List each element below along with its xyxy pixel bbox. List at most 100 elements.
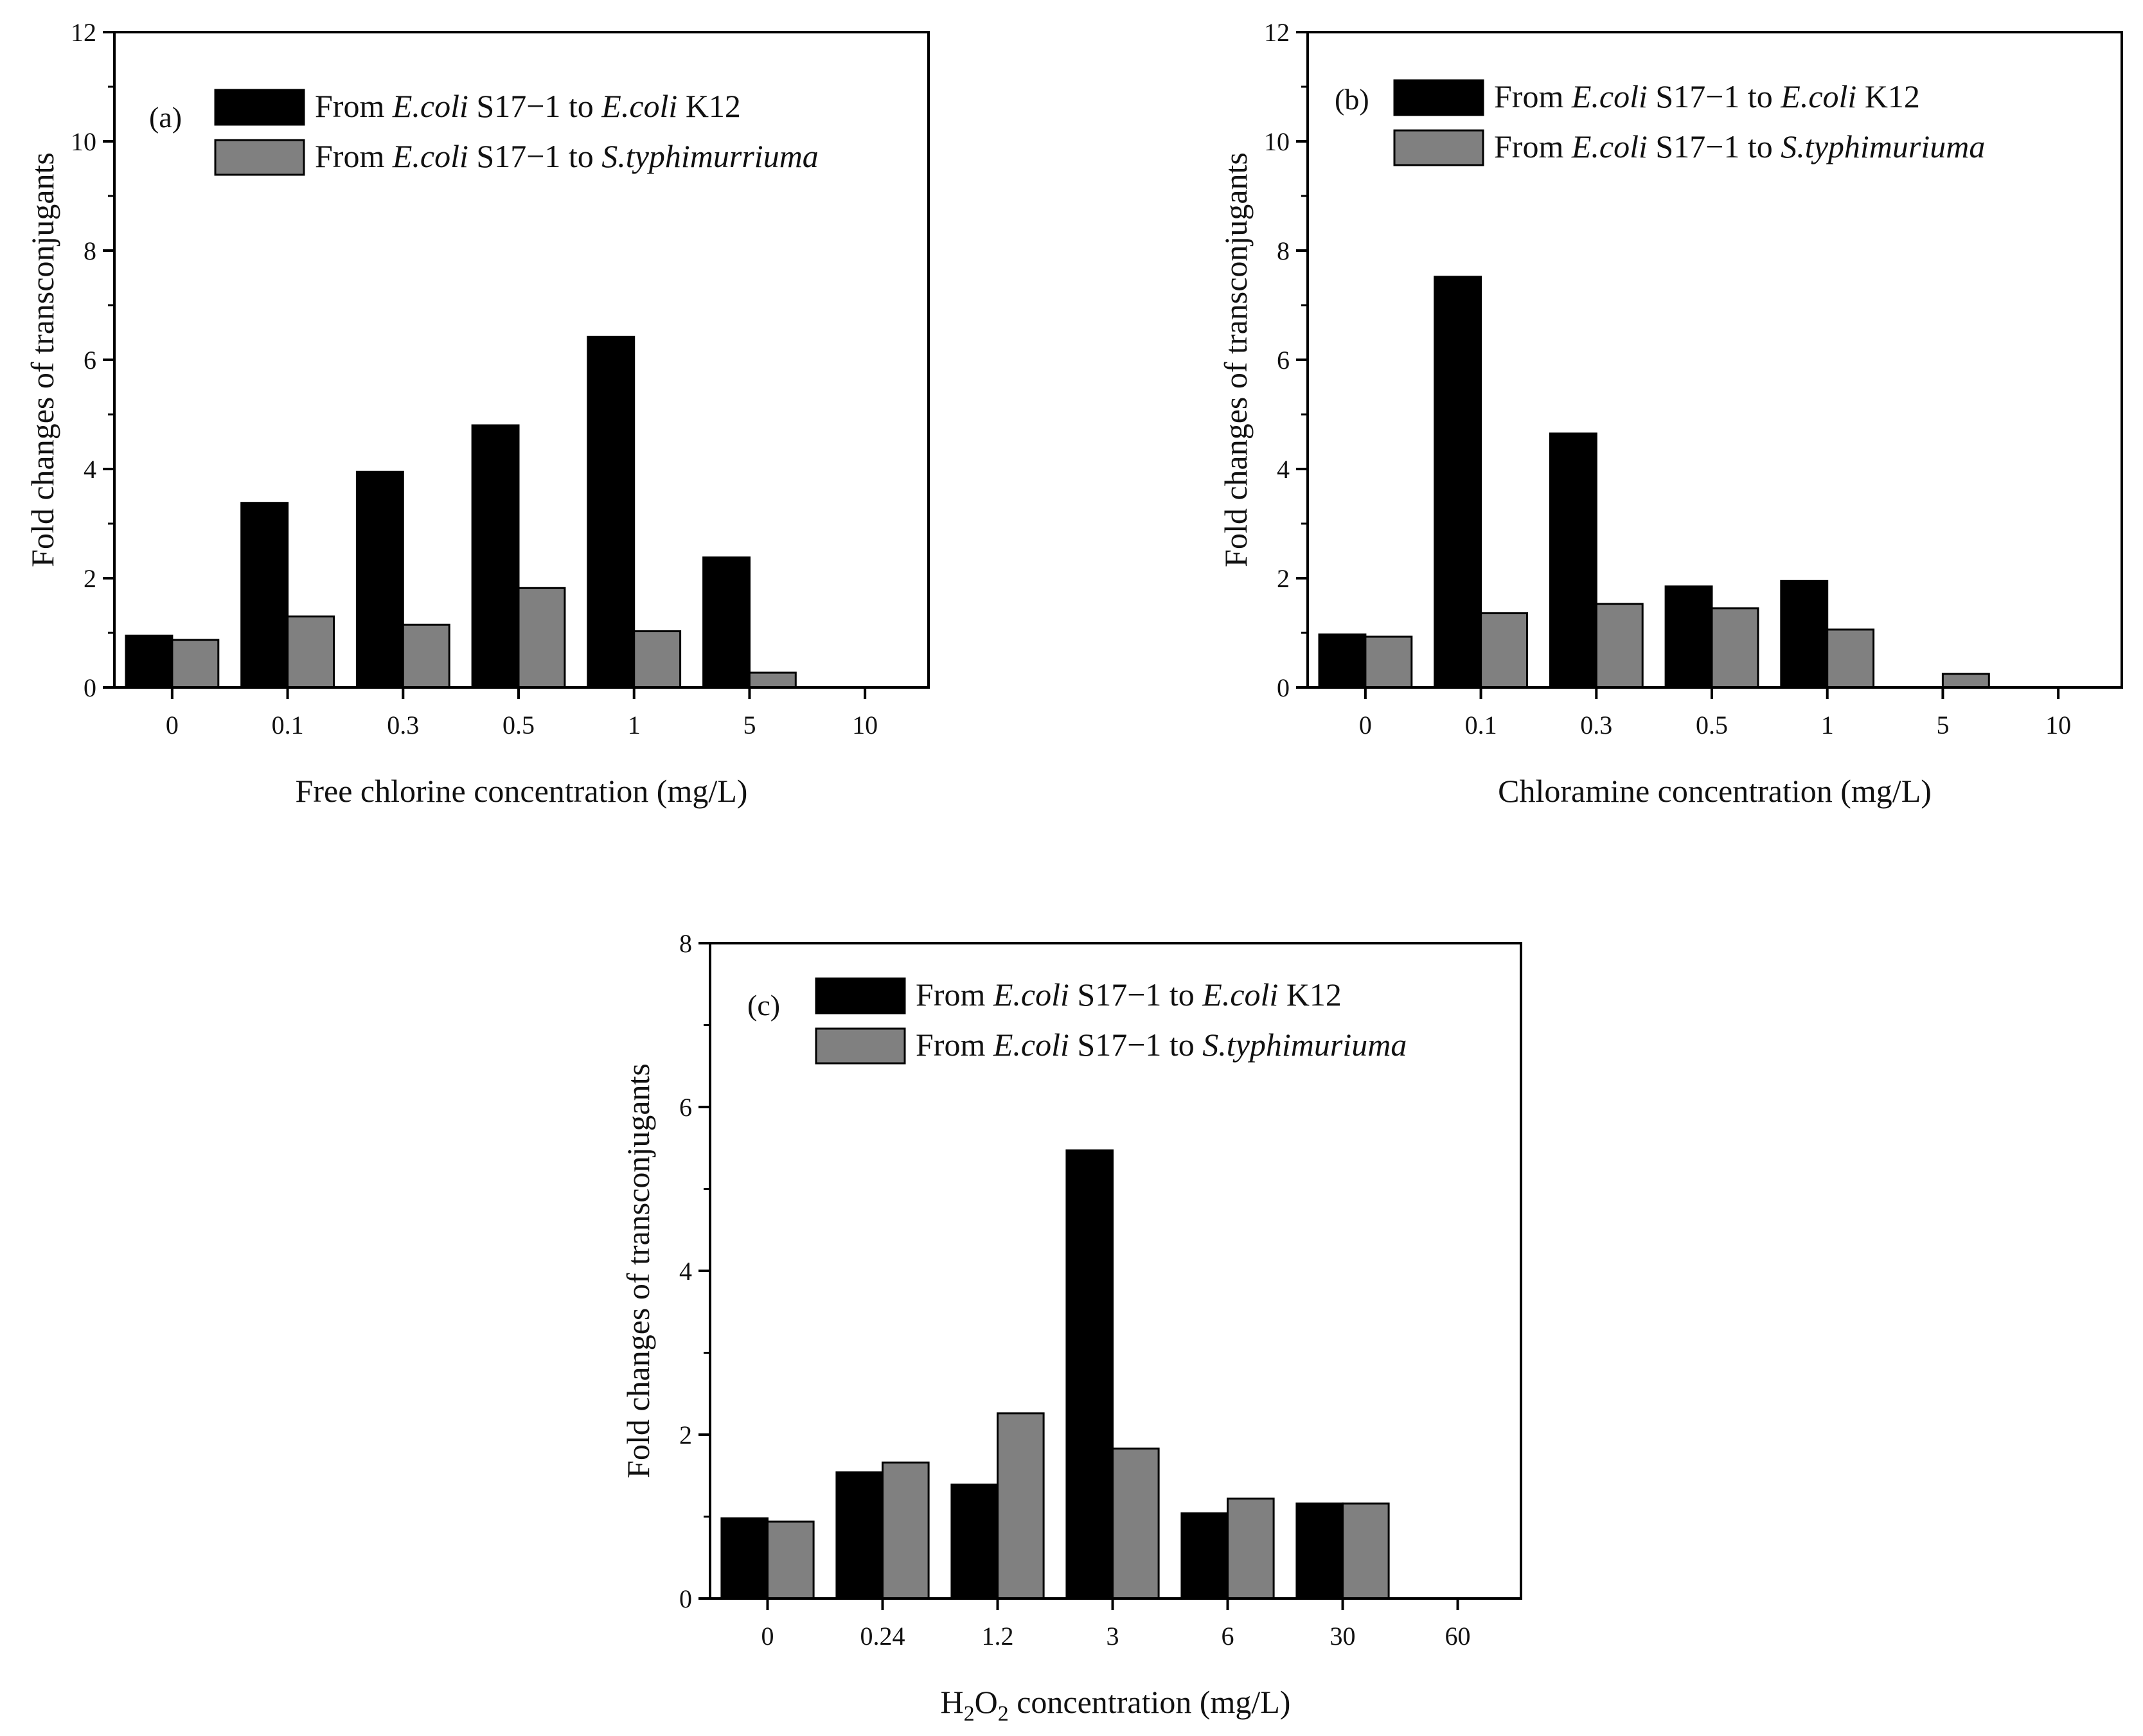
legend-swatch-s2 (1393, 129, 1484, 166)
x-tick-label: 0.1 (272, 711, 304, 740)
bar-s2-0.5 (517, 587, 566, 689)
bar-s1-0.3 (1549, 432, 1597, 689)
bar-s2-1 (633, 630, 682, 689)
legend-swatch-s2 (815, 1027, 906, 1065)
x-tick-label: 0.3 (1580, 711, 1612, 740)
legend-label-s2: From E.coli S17−1 to S.typhimuriuma (916, 1027, 1407, 1063)
x-tick-label: 0.24 (860, 1622, 905, 1651)
bar-s1-0.5 (1664, 585, 1713, 689)
bar-s1-0.3 (355, 470, 404, 689)
y-tick-label: 12 (1264, 18, 1290, 47)
x-tick-label: 0 (761, 1622, 774, 1651)
y-axis-title: Fold changes of transconjugants (24, 152, 60, 567)
bar-s2-0.1 (287, 616, 335, 689)
y-tick-label: 4 (679, 1257, 692, 1286)
y-tick-label: 10 (71, 127, 96, 156)
y-tick-label: 0 (679, 1584, 692, 1613)
x-tick-label: 5 (743, 711, 756, 740)
bar-s2-0.24 (882, 1461, 930, 1600)
bar-s2-0.1 (1480, 612, 1529, 689)
panel-label: (c) (747, 989, 780, 1022)
y-tick-label: 2 (679, 1421, 692, 1449)
y-tick-label: 8 (1277, 236, 1290, 265)
x-tick-label: 1 (1821, 711, 1834, 740)
bar-s2-1.2 (997, 1412, 1045, 1600)
y-axis-title: Fold changes of transconjugants (620, 1063, 656, 1478)
bar-s1-3 (1065, 1149, 1114, 1600)
bar-s1-30 (1295, 1502, 1344, 1600)
panel-label: (b) (1335, 83, 1369, 116)
bar-s1-0.1 (240, 502, 289, 689)
y-axis-title: Fold changes of transconjugants (1218, 152, 1254, 567)
y-tick-label: 6 (679, 1093, 692, 1122)
panel-label: (a) (149, 101, 182, 134)
legend-swatch-s1 (1393, 79, 1484, 116)
x-axis-title: Chloramine concentration (mg/L) (1498, 773, 1932, 809)
bar-s2-30 (1342, 1502, 1390, 1600)
x-tick-label: 0.3 (387, 711, 419, 740)
x-tick-label: 0.5 (502, 711, 535, 740)
x-axis-title: Free chlorine concentration (mg/L) (296, 773, 748, 809)
chart-panel-c: 0 2 4 6 8 0 0.24 1.2 3 6 30 60 Fold changes of trans… (620, 929, 1522, 1726)
y-tick-label: 8 (84, 236, 96, 265)
x-tick-label: 6 (1222, 1622, 1234, 1651)
bar-s2-0 (171, 639, 220, 689)
bar-s1-5 (702, 556, 751, 689)
bar-s2-0.5 (1711, 607, 1759, 689)
x-tick-label: 5 (1936, 711, 1949, 740)
chart-panel-b: 0 2 4 6 8 10 12 0 0.1 0.3 0.5 1 5 10 Fold changes of t… (1218, 18, 2123, 809)
bar-s2-5 (748, 671, 797, 689)
x-tick-label: 1 (628, 711, 641, 740)
y-tick-label: 2 (1277, 564, 1290, 593)
bar-s2-5 (1941, 673, 1990, 689)
bar-s1-6 (1180, 1512, 1229, 1600)
legend-label-s1: From E.coli S17−1 to E.coli K12 (916, 977, 1342, 1013)
bar-s2-1 (1826, 628, 1875, 689)
x-tick-label: 3 (1107, 1622, 1119, 1651)
legend-label-s1: From E.coli S17−1 to E.coli K12 (315, 88, 741, 124)
legend-label-s2: From E.coli S17−1 to S.typhimuriuma (1494, 128, 1985, 164)
x-tick-label: 30 (1330, 1622, 1356, 1651)
y-tick-label: 6 (84, 346, 96, 375)
legend-swatch-s2 (214, 139, 305, 176)
x-tick-label: 60 (1445, 1622, 1471, 1651)
x-tick-label: 0 (166, 711, 179, 740)
bar-s1-0.5 (471, 424, 520, 689)
bar-s1-1.2 (950, 1484, 999, 1600)
legend-swatch-s1 (815, 977, 906, 1014)
bar-s1-0 (720, 1517, 769, 1600)
y-tick-label: 4 (84, 455, 96, 484)
bar-s2-0.3 (402, 623, 450, 689)
bar-s2-0.3 (1595, 603, 1644, 689)
legend-label-s2: From E.coli S17−1 to S.typhimurriuma (315, 138, 819, 174)
y-tick-label: 0 (1277, 673, 1290, 702)
bar-s1-0 (1318, 633, 1367, 689)
y-tick-label: 4 (1277, 455, 1290, 484)
x-tick-label: 10 (852, 711, 878, 740)
y-tick-label: 0 (84, 673, 96, 702)
y-tick-label: 8 (679, 929, 692, 958)
chart-panel-a: 0 2 4 6 8 10 12 0 0.1 0.3 0.5 1 5 10 Fold changes of t… (24, 18, 930, 809)
x-tick-label: 0.5 (1696, 711, 1728, 740)
bar-s1-1 (1780, 580, 1829, 689)
legend-label-s1: From E.coli S17−1 to E.coli K12 (1494, 78, 1920, 114)
y-tick-label: 12 (71, 18, 96, 47)
bar-s2-6 (1227, 1497, 1275, 1600)
x-tick-label: 1.2 (982, 1622, 1014, 1651)
bar-s1-1 (587, 335, 636, 689)
bar-s2-0 (767, 1520, 815, 1600)
bar-s2-0 (1364, 635, 1413, 689)
bar-s1-0 (125, 634, 173, 689)
y-tick-label: 10 (1264, 127, 1290, 156)
legend-swatch-s1 (214, 89, 305, 126)
x-axis-title: H2O2 concentration (mg/L) (941, 1684, 1291, 1726)
y-tick-label: 2 (84, 564, 96, 593)
bar-s2-3 (1112, 1448, 1160, 1600)
x-tick-label: 10 (2045, 711, 2071, 740)
x-tick-label: 0.1 (1465, 711, 1497, 740)
bar-s1-0.1 (1434, 276, 1482, 689)
y-tick-label: 6 (1277, 346, 1290, 375)
x-tick-label: 0 (1359, 711, 1372, 740)
bar-s1-0.24 (835, 1471, 884, 1600)
